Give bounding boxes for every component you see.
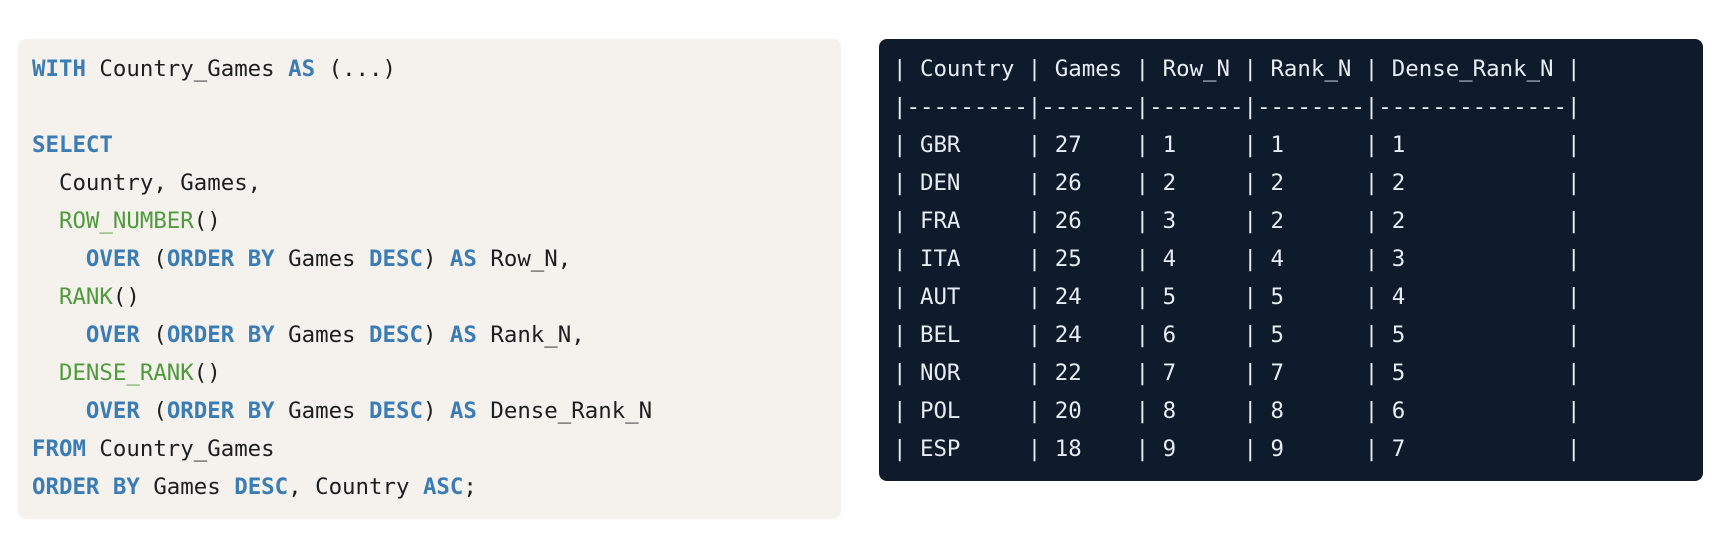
query-result-table: | Country | Games | Row_N | Rank_N | Den…	[879, 39, 1703, 481]
code-token	[32, 284, 59, 310]
keyword-token: AS	[449, 398, 477, 424]
code-token: Dense_Rank_N	[476, 398, 653, 424]
code-line: Country, Games,	[32, 164, 841, 202]
function-token: DENSE_RANK	[58, 360, 194, 386]
code-token: Country_Games	[85, 56, 289, 82]
code-token: )	[422, 398, 450, 424]
keyword-token: FROM	[32, 436, 86, 462]
keyword-token: SELECT	[32, 132, 113, 158]
keyword-token: DESC	[369, 398, 423, 424]
code-token	[32, 398, 86, 424]
code-token: )	[422, 246, 450, 272]
keyword-token: ORDER BY	[166, 398, 275, 424]
code-token: Games	[274, 322, 370, 348]
keyword-token: AS	[288, 56, 316, 82]
keyword-token: AS	[449, 246, 477, 272]
keyword-token: OVER	[85, 246, 140, 272]
code-token	[32, 322, 86, 348]
result-row: | AUT | 24 | 5 | 5 | 4 |	[893, 284, 1581, 310]
code-token: ;	[463, 474, 477, 500]
result-row: | POL | 20 | 8 | 8 | 6 |	[893, 398, 1581, 424]
code-token: )	[422, 322, 450, 348]
keyword-token: ORDER BY	[32, 474, 140, 500]
code-token: ()	[112, 284, 140, 310]
code-line: SELECT	[32, 126, 841, 164]
result-row: | NOR | 22 | 7 | 7 | 5 |	[893, 360, 1581, 386]
code-token	[32, 246, 86, 272]
result-row: | ESP | 18 | 9 | 9 | 7 |	[893, 436, 1581, 462]
code-token: Games	[274, 246, 370, 272]
code-token: Country_Games	[85, 436, 275, 462]
result-row: | GBR | 27 | 1 | 1 | 1 |	[893, 132, 1581, 158]
keyword-token: DESC	[369, 322, 423, 348]
keyword-token: AS	[449, 322, 477, 348]
code-line: OVER (ORDER BY Games DESC) AS Row_N,	[32, 240, 841, 278]
code-token: Rank_N,	[476, 322, 585, 348]
function-token: RANK	[58, 284, 113, 310]
code-token	[32, 208, 59, 234]
keyword-token: OVER	[85, 398, 140, 424]
code-token: ()	[193, 208, 221, 234]
keyword-token: ORDER BY	[166, 246, 275, 272]
code-line: RANK()	[32, 278, 841, 316]
code-line: ROW_NUMBER()	[32, 202, 841, 240]
code-line: OVER (ORDER BY Games DESC) AS Dense_Rank…	[32, 392, 841, 430]
code-token: Games	[139, 474, 235, 500]
code-token: (	[139, 246, 167, 272]
result-header-row: | Country | Games | Row_N | Rank_N | Den…	[893, 56, 1581, 82]
code-token: , Country	[288, 474, 423, 500]
code-line: FROM Country_Games	[32, 430, 841, 468]
code-token: (	[139, 322, 167, 348]
code-line-blank	[32, 88, 841, 126]
code-token: Row_N,	[476, 246, 572, 272]
keyword-token: OVER	[85, 322, 140, 348]
keyword-token: ORDER BY	[166, 322, 275, 348]
keyword-token: DESC	[369, 246, 423, 272]
keyword-token: WITH	[32, 56, 86, 82]
code-token: (	[139, 398, 167, 424]
result-row: | FRA | 26 | 3 | 2 | 2 |	[893, 208, 1581, 234]
keyword-token: ASC	[422, 474, 464, 500]
keyword-token: DESC	[234, 474, 289, 500]
code-line: WITH Country_Games AS (...)	[32, 50, 841, 88]
code-line: DENSE_RANK()	[32, 354, 841, 392]
sql-code-block: WITH Country_Games AS (...) SELECT Count…	[18, 39, 841, 519]
code-token	[32, 360, 59, 386]
code-token: ()	[193, 360, 221, 386]
code-token: Country, Games,	[32, 170, 262, 196]
result-row: | DEN | 26 | 2 | 2 | 2 |	[893, 170, 1581, 196]
result-row: | ITA | 25 | 4 | 4 | 3 |	[893, 246, 1581, 272]
code-token: Games	[274, 398, 370, 424]
result-separator-row: |---------|-------|-------|--------|----…	[893, 94, 1581, 120]
code-line: OVER (ORDER BY Games DESC) AS Rank_N,	[32, 316, 841, 354]
code-line: ORDER BY Games DESC, Country ASC;	[32, 468, 841, 506]
result-row: | BEL | 24 | 6 | 5 | 5 |	[893, 322, 1581, 348]
function-token: ROW_NUMBER	[58, 208, 194, 234]
code-token: (...)	[315, 56, 396, 82]
